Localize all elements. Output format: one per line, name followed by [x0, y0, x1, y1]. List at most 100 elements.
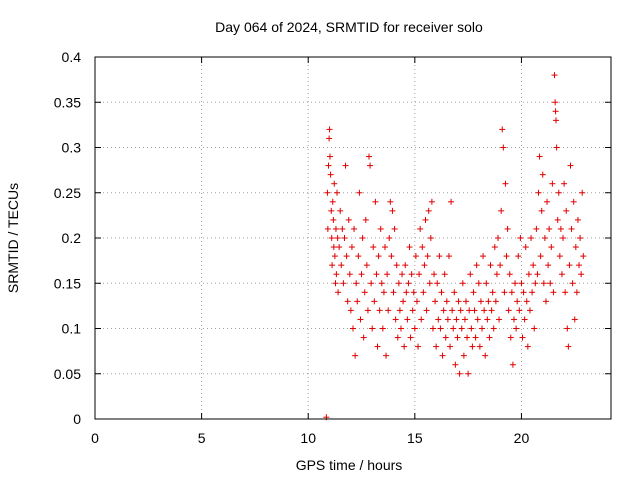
data-point — [465, 370, 472, 377]
data-point — [351, 225, 358, 232]
data-points — [323, 72, 587, 421]
data-point — [439, 352, 446, 359]
data-point — [379, 325, 386, 332]
data-point — [566, 262, 573, 269]
data-point — [431, 271, 438, 278]
data-point — [406, 244, 413, 251]
data-point — [374, 343, 381, 350]
data-point — [387, 198, 394, 205]
data-point — [490, 325, 497, 332]
data-point — [426, 280, 433, 287]
x-tick-label: 5 — [198, 430, 206, 446]
data-point — [554, 216, 561, 223]
data-point — [421, 262, 428, 269]
data-point — [488, 307, 495, 314]
data-point — [572, 244, 579, 251]
data-point — [540, 280, 547, 287]
data-point — [380, 289, 387, 296]
data-point — [573, 289, 580, 296]
data-point — [500, 144, 507, 151]
data-point — [355, 253, 362, 260]
data-point — [449, 307, 456, 314]
data-point — [509, 361, 516, 368]
data-point — [435, 316, 442, 323]
data-point — [361, 289, 368, 296]
data-point — [489, 289, 496, 296]
data-point — [514, 298, 521, 305]
data-point — [471, 307, 478, 314]
data-point — [342, 162, 349, 169]
data-point — [324, 225, 331, 232]
data-point — [425, 207, 432, 214]
data-point — [417, 225, 424, 232]
data-point — [392, 316, 399, 323]
data-point — [552, 108, 559, 115]
data-point — [371, 298, 378, 305]
data-point — [405, 280, 412, 287]
data-point — [492, 298, 499, 305]
data-point — [437, 325, 444, 332]
data-point — [399, 271, 406, 278]
data-point — [331, 253, 338, 260]
y-tick-label: 0 — [73, 411, 81, 427]
data-point — [553, 144, 560, 151]
y-axis-label: SRMTID / TECUs — [5, 183, 21, 293]
data-point — [333, 271, 340, 278]
data-point — [474, 316, 481, 323]
data-point — [537, 253, 544, 260]
data-point — [395, 280, 402, 287]
x-tick-label: 20 — [514, 430, 530, 446]
data-point — [383, 352, 390, 359]
data-point — [547, 280, 554, 287]
data-point — [515, 253, 522, 260]
data-point — [529, 289, 536, 296]
data-point — [522, 244, 529, 251]
data-point — [557, 225, 564, 232]
data-point — [424, 253, 431, 260]
data-point — [550, 289, 557, 296]
data-point — [538, 207, 545, 214]
data-point — [496, 316, 503, 323]
data-point — [464, 334, 471, 341]
data-point — [401, 343, 408, 350]
data-point — [568, 225, 575, 232]
data-point — [428, 198, 435, 205]
data-point — [357, 316, 364, 323]
data-point — [328, 207, 335, 214]
data-point — [498, 207, 505, 214]
data-point — [386, 235, 393, 241]
y-tick-label: 0.35 — [54, 94, 81, 110]
data-point — [373, 271, 380, 278]
data-point — [530, 262, 537, 269]
data-point — [390, 289, 397, 296]
data-point — [466, 307, 473, 314]
data-point — [346, 271, 353, 278]
data-point — [518, 280, 525, 287]
data-point — [324, 189, 331, 196]
data-point — [517, 235, 524, 241]
data-point — [397, 325, 404, 332]
data-point — [565, 343, 572, 350]
data-point — [389, 207, 396, 214]
data-point — [480, 253, 487, 260]
data-point — [504, 225, 511, 232]
data-point — [562, 289, 569, 296]
y-tick-label: 0.15 — [54, 275, 81, 291]
data-point — [334, 189, 341, 196]
data-point — [532, 280, 539, 287]
data-point — [396, 307, 403, 314]
data-point — [330, 244, 337, 251]
data-point — [539, 171, 546, 178]
data-point — [501, 289, 508, 296]
data-point — [555, 189, 562, 196]
data-point — [427, 235, 434, 241]
data-point — [434, 280, 441, 287]
data-point — [560, 235, 567, 241]
data-point — [512, 280, 519, 287]
y-tick-label: 0.2 — [62, 230, 82, 246]
data-point — [447, 343, 454, 350]
data-point — [536, 153, 543, 160]
data-point — [579, 189, 586, 196]
data-point — [558, 271, 565, 278]
